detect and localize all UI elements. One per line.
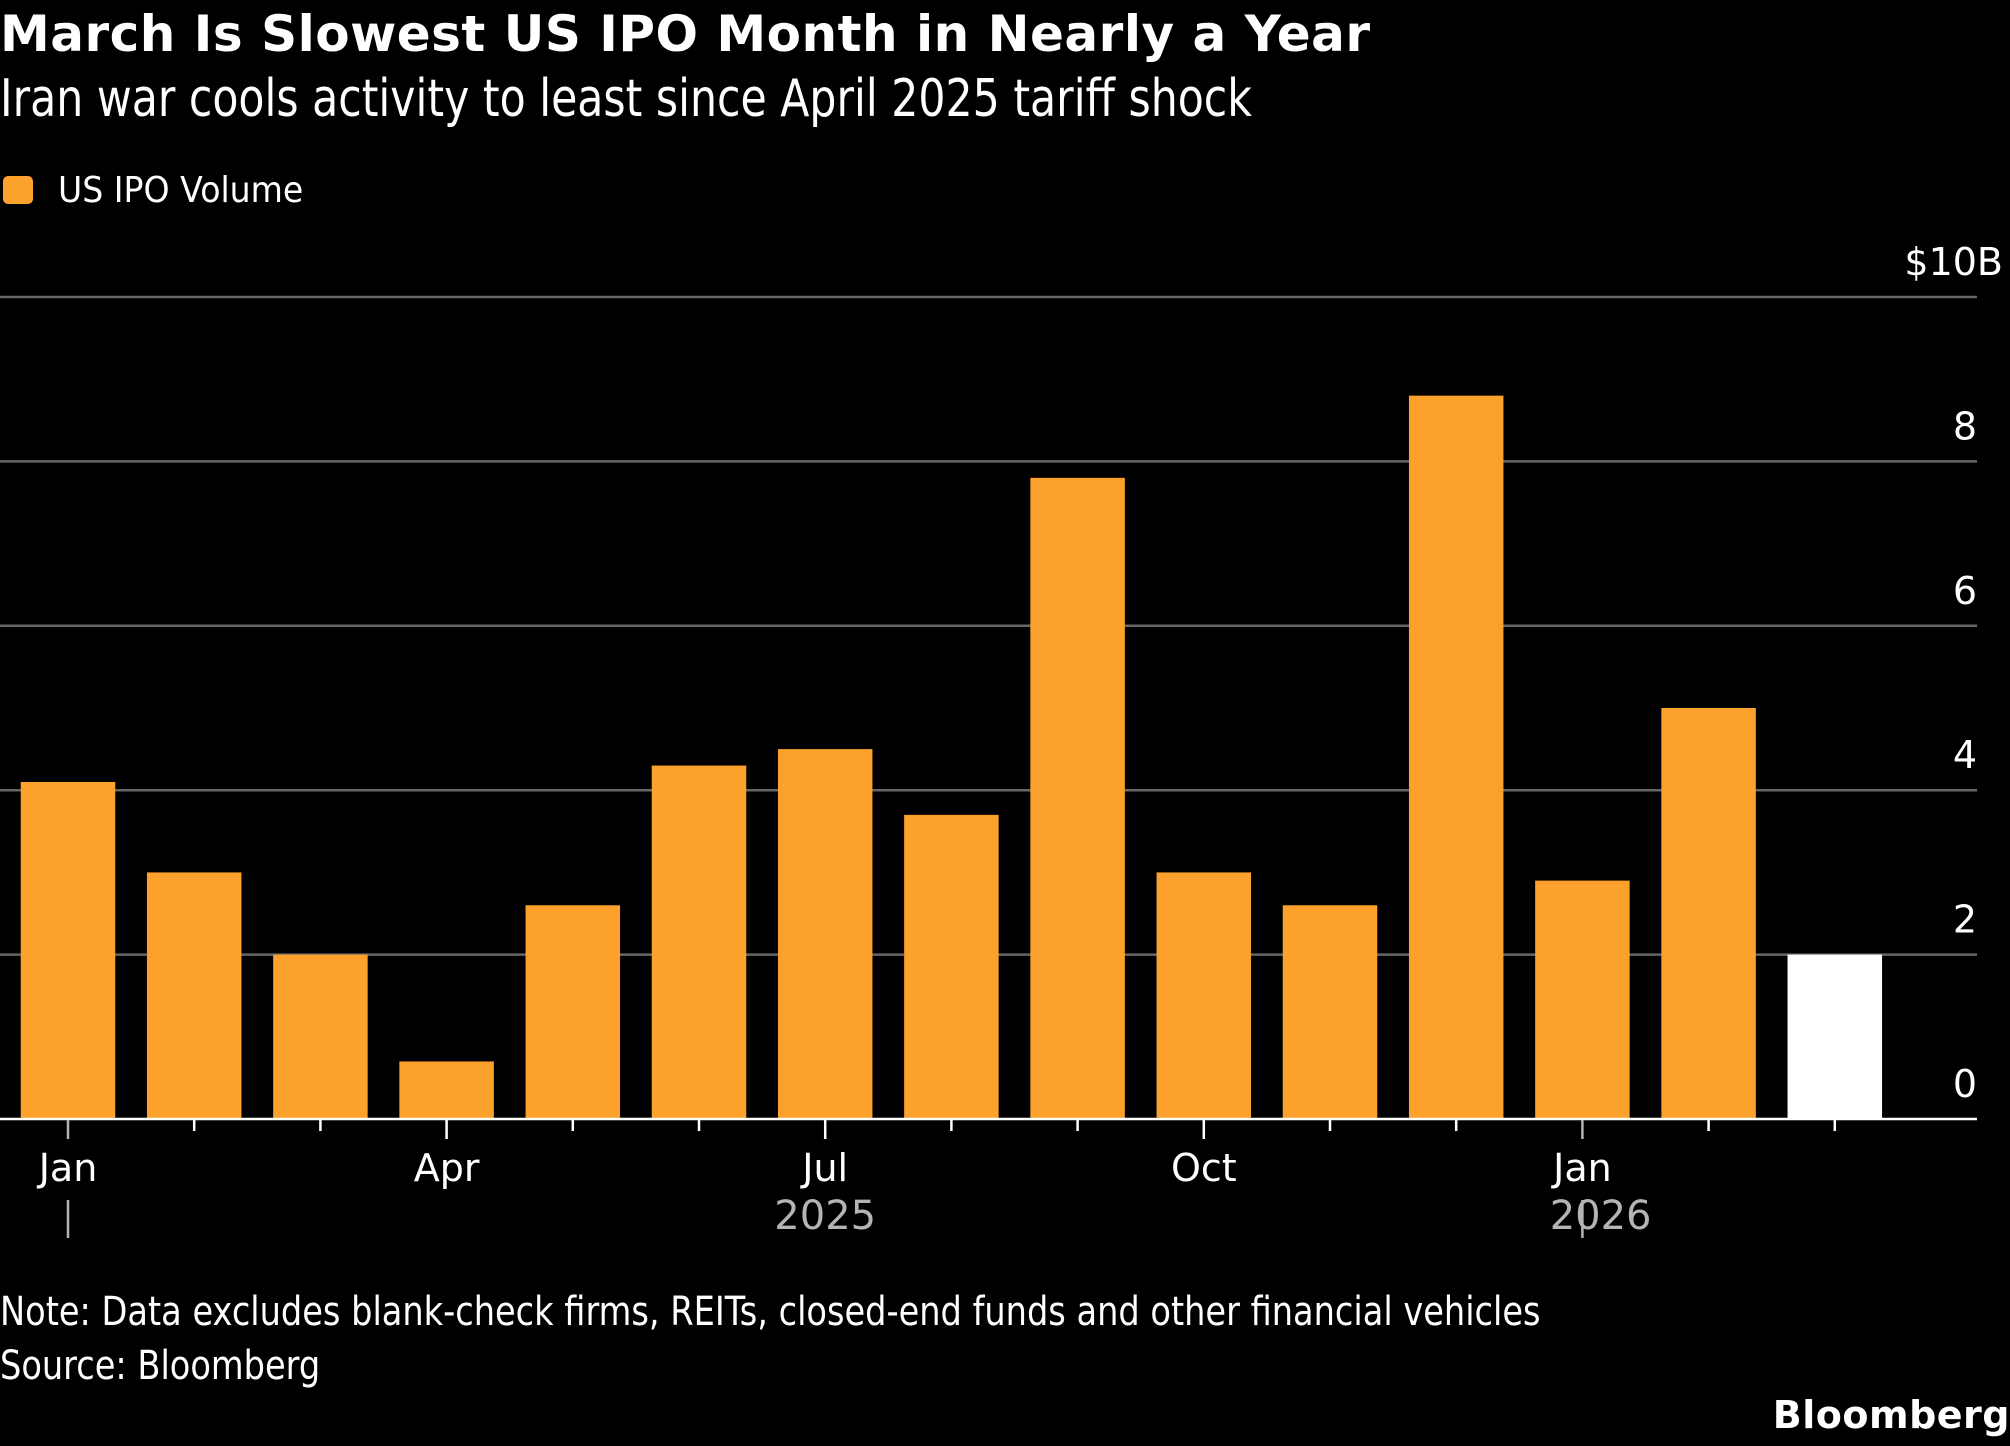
legend-swatch-icon [3, 176, 33, 204]
bars [20, 395, 1883, 1120]
bar [20, 781, 116, 1119]
legend-label: US IPO Volume [58, 169, 304, 211]
chart-title: March Is Slowest US IPO Month in Nearly … [0, 5, 1371, 63]
y-tick-label: 0 [1953, 1062, 1977, 1106]
bar [1030, 477, 1125, 1120]
y-tick-label: 2 [1953, 898, 1977, 942]
y-tick-label: 6 [1953, 569, 1977, 613]
bar [1408, 395, 1504, 1119]
bar [1156, 872, 1252, 1119]
bar [399, 1061, 494, 1119]
year-label: 2026 [1550, 1193, 1652, 1239]
footnote: Note: Data excludes blank-check firms, R… [0, 1289, 1541, 1335]
chart-subtitle: Iran war cools activity to least since A… [0, 69, 1252, 129]
bar [525, 905, 621, 1119]
bar [1535, 880, 1630, 1119]
bar-highlight [1787, 954, 1883, 1119]
bloomberg-logo: Bloomberg [1772, 1393, 2010, 1437]
bar [273, 954, 368, 1119]
legend: US IPO Volume [3, 169, 325, 211]
x-tick-label: Oct [1171, 1146, 1237, 1190]
y-tick-label: 4 [1953, 733, 1977, 777]
x-tick-label: Jan [37, 1146, 98, 1190]
y-axis-labels: 0 2 4 6 8 $10B [1904, 240, 2003, 1106]
bar [1661, 708, 1756, 1119]
x-tick-label: Apr [414, 1146, 480, 1190]
y-tick-label: $10B [1904, 240, 2003, 284]
bar [777, 749, 873, 1119]
source-line: Source: Bloomberg [0, 1343, 321, 1389]
y-tick-label: 8 [1953, 404, 1977, 448]
year-label: 2025 [774, 1193, 876, 1239]
bar [904, 814, 999, 1119]
x-axis: Jan Apr Jul Oct Jan 2025 2026 [0, 1117, 1977, 1239]
x-tick-label: Jul [800, 1146, 848, 1190]
x-tick-label: Jan [1551, 1146, 1612, 1190]
bar [1282, 905, 1378, 1119]
bar [146, 872, 242, 1119]
bar [651, 765, 747, 1119]
